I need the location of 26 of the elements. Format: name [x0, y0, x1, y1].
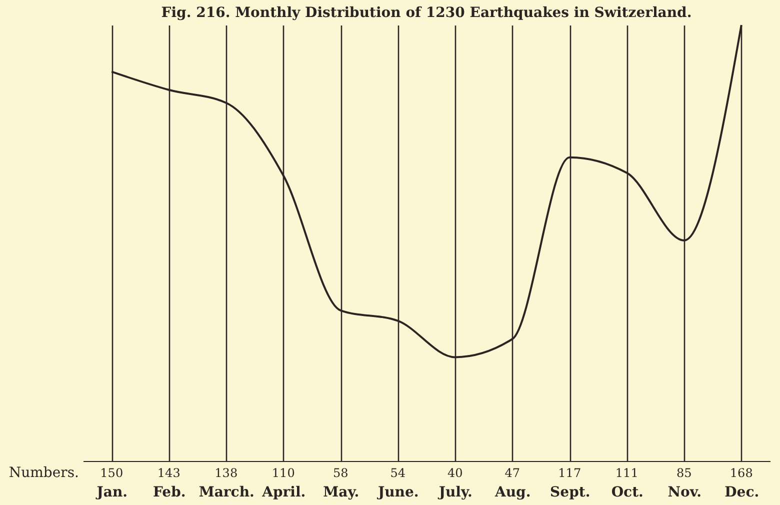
x-tick-label: June.	[376, 484, 419, 500]
x-tick-label: March.	[198, 484, 254, 500]
data-label: 138	[214, 466, 238, 480]
x-tick-label: Oct.	[611, 484, 644, 500]
x-tick-label: Aug.	[494, 484, 531, 500]
x-tick-label: Dec.	[724, 484, 760, 500]
x-tick-label: May.	[323, 484, 360, 500]
data-label: 40	[447, 466, 463, 480]
x-tick-label: Feb.	[153, 484, 186, 500]
data-label: 150	[100, 466, 124, 480]
data-label: 54	[390, 466, 406, 480]
x-tick-label: Nov.	[668, 484, 702, 500]
x-tick-label: Sept.	[550, 484, 590, 500]
data-label: 117	[558, 466, 582, 480]
data-label: 111	[615, 466, 638, 480]
data-label: 58	[332, 466, 348, 480]
text: Numbers.	[8, 465, 79, 481]
data-label: 143	[157, 466, 180, 480]
data-label: 47	[504, 466, 520, 480]
data-label: 168	[730, 466, 753, 480]
data-label: 85	[676, 466, 692, 480]
x-tick-label: Jan.	[94, 484, 128, 500]
x-tick-label: July.	[436, 484, 472, 500]
chart-title: Fig. 216. Monthly Distribution of 1230 Earthquakes in Switzerland.	[161, 5, 692, 21]
x-tick-label: April.	[261, 484, 306, 500]
data-label: 110	[272, 466, 295, 480]
